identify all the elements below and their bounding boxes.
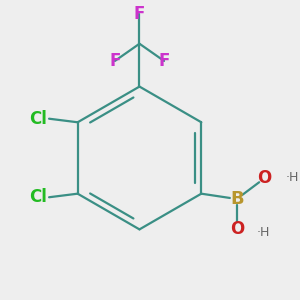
Text: F: F (134, 5, 145, 23)
Text: F: F (158, 52, 170, 70)
Text: B: B (230, 190, 244, 208)
Text: ·H: ·H (286, 172, 299, 184)
Text: Cl: Cl (29, 188, 47, 206)
Text: Cl: Cl (29, 110, 47, 128)
Text: O: O (257, 169, 271, 187)
Text: O: O (230, 220, 244, 238)
Text: ·H: ·H (257, 226, 270, 239)
Text: F: F (109, 52, 121, 70)
